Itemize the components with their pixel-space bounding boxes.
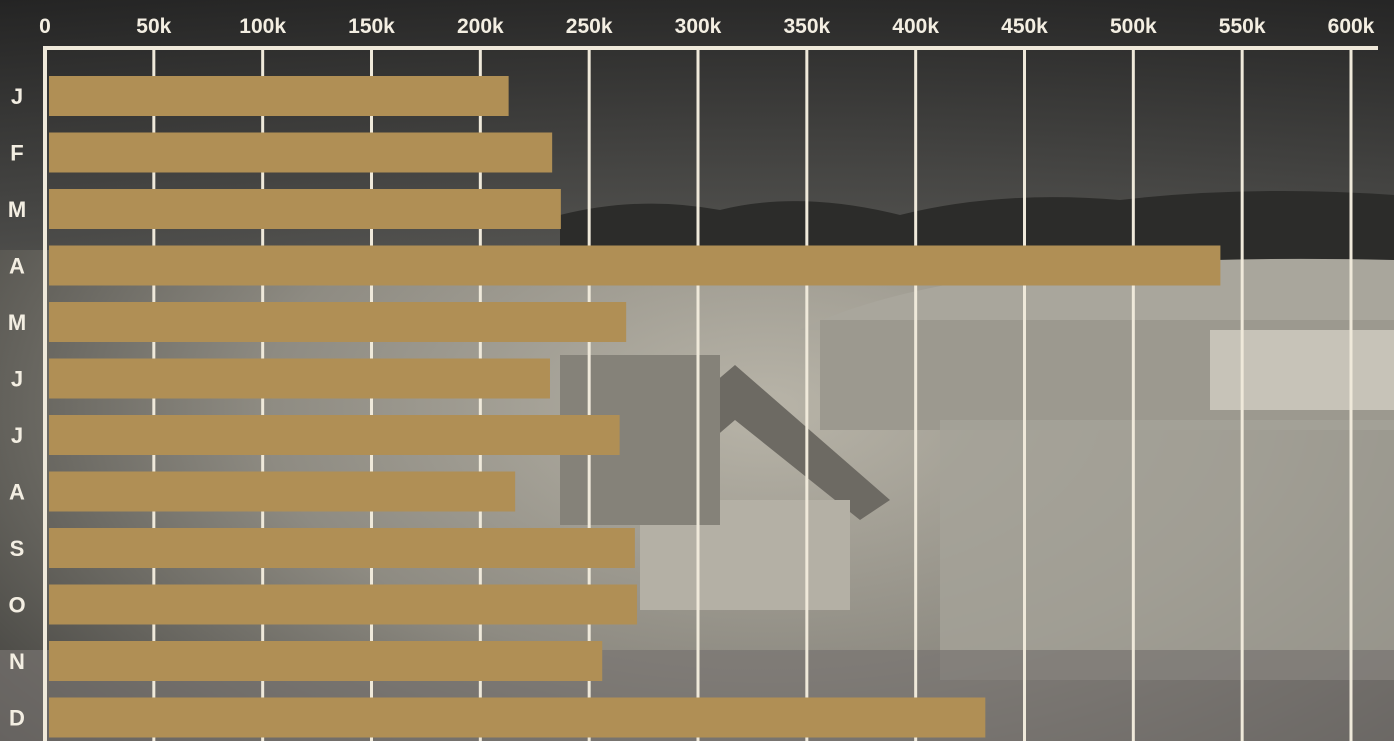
x-tick-label: 150k bbox=[348, 15, 395, 38]
category-label: M bbox=[8, 197, 26, 222]
bar-6 bbox=[49, 358, 550, 399]
bar-4 bbox=[49, 245, 1221, 286]
bar-2 bbox=[49, 132, 553, 173]
y-axis-categories: J F M A M J J A S O N D bbox=[8, 84, 26, 731]
x-tick-label: 250k bbox=[566, 15, 613, 38]
category-label: A bbox=[9, 480, 25, 505]
x-tick-label: 0 bbox=[39, 15, 51, 38]
x-tick-label: 100k bbox=[239, 15, 286, 38]
bar-5 bbox=[49, 302, 627, 342]
x-tick-label: 350k bbox=[783, 15, 830, 38]
category-label: D bbox=[9, 706, 25, 731]
x-tick-label: 300k bbox=[675, 15, 722, 38]
x-tick-label: 400k bbox=[892, 15, 939, 38]
x-tick-label: 500k bbox=[1110, 15, 1157, 38]
category-label: N bbox=[9, 649, 25, 674]
category-label: O bbox=[8, 593, 25, 618]
category-label: F bbox=[10, 141, 23, 166]
x-axis-ticks: 0 50k 100k 150k 200k 250k 300k 350k 400k 450k 500k… bbox=[39, 15, 1375, 38]
category-label: M bbox=[8, 310, 26, 335]
x-tick-label: 600k bbox=[1328, 15, 1375, 38]
category-label: J bbox=[11, 423, 23, 448]
x-tick-label: 200k bbox=[457, 15, 504, 38]
bar-10 bbox=[49, 584, 638, 625]
bar-3 bbox=[49, 189, 561, 229]
bars bbox=[49, 76, 1221, 738]
category-label: S bbox=[10, 536, 25, 561]
bar-1 bbox=[49, 76, 509, 116]
bar-12 bbox=[49, 697, 986, 738]
category-label: A bbox=[9, 254, 25, 279]
x-tick-label: 50k bbox=[136, 15, 171, 38]
x-tick-label: 550k bbox=[1219, 15, 1266, 38]
category-label: J bbox=[11, 84, 23, 109]
bar-7 bbox=[49, 415, 620, 455]
bar-11 bbox=[49, 641, 603, 681]
bar-8 bbox=[49, 471, 516, 512]
category-label: J bbox=[11, 367, 23, 392]
x-tick-label: 450k bbox=[1001, 15, 1048, 38]
bar-9 bbox=[49, 528, 635, 568]
